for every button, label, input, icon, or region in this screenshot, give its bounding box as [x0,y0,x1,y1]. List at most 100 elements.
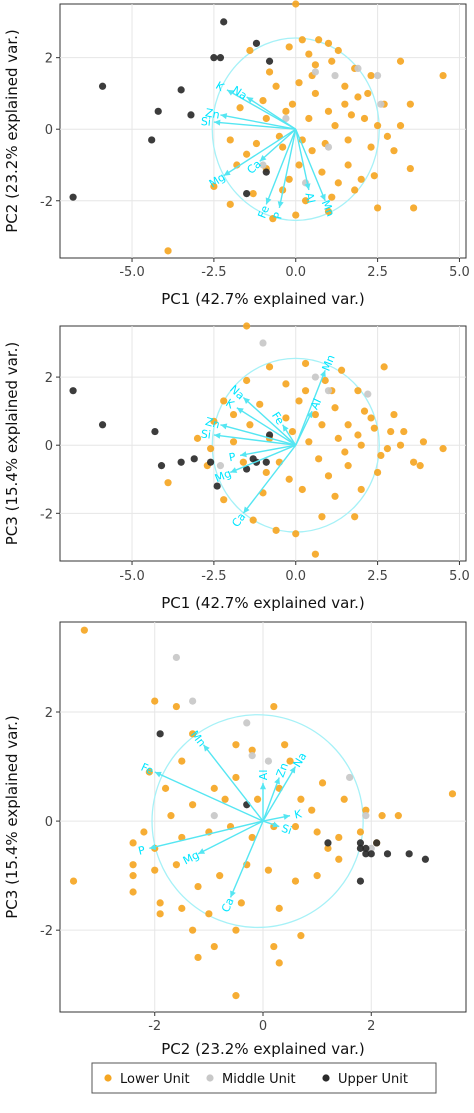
lower-unit-point [351,186,359,194]
loading-arrowhead [289,766,296,774]
y-tick-label: -2 [40,924,53,939]
lower-unit-point [275,959,283,967]
correlation-circle [211,37,380,222]
middle-unit-point [311,68,319,76]
lower-unit-point [301,197,310,205]
legend-swatch [104,1074,112,1082]
lower-unit-point [324,107,333,115]
lower-unit-point [324,39,333,47]
y-axis-label: PC2 (23.2% explained var.) [3,29,21,233]
lower-unit-point [406,164,414,173]
lower-unit-point [335,855,343,863]
lower-unit-point [354,431,362,439]
middle-unit-point [210,812,218,820]
upper-unit-point [177,86,185,94]
loading-vector [223,128,297,177]
lower-unit-point [239,458,247,466]
middle-unit-point [248,752,256,760]
middle-unit-point [377,100,385,108]
lower-unit-point [281,741,289,749]
lower-unit-point [265,363,274,371]
middle-unit-point [324,387,333,395]
lower-unit-point [145,768,153,776]
lower-unit-point [301,387,310,395]
loading-vector [197,820,264,855]
lower-unit-point [390,147,398,155]
loading-vector [226,89,297,130]
lower-unit-point [341,448,349,456]
upper-unit-point [154,107,162,115]
upper-unit-point [265,57,274,65]
legend-swatch [322,1074,330,1082]
upper-unit-point [148,136,156,144]
lower-unit-point [313,872,321,880]
lower-unit-point [272,526,280,534]
loading-arrowhead [154,771,162,778]
lower-unit-point [282,414,290,422]
lower-unit-point [410,458,418,466]
upper-unit-point [356,839,365,847]
lower-unit-point [194,953,202,962]
lower-unit-point [439,445,447,453]
lower-unit-point [315,455,323,463]
lower-unit-point [248,746,256,754]
upper-unit-point [362,844,370,852]
lower-unit-point [237,899,245,907]
loading-vector [149,820,264,850]
x-tick-label: 5.0 [449,569,470,584]
lower-unit-point [416,462,424,470]
lower-unit-point [305,50,313,58]
middle-unit-point [264,757,273,765]
lower-unit-point [272,82,280,90]
middle-unit-point [331,71,339,80]
y-tick-label: -2 [40,507,53,522]
upper-unit-point [243,465,251,473]
loading-arrowhead [272,821,280,828]
loading-vector [220,424,296,446]
lower-unit-point [243,150,251,158]
middle-unit-point [373,71,382,80]
upper-unit-point [421,855,429,863]
lower-unit-point [220,397,228,405]
lower-unit-point [178,757,186,765]
loading-vector [242,444,297,514]
lower-unit-point [341,100,349,108]
upper-unit-point [190,455,198,463]
lower-unit-point [259,96,267,105]
loading-vector [262,777,280,822]
lower-unit-point [373,122,382,130]
upper-unit-point [262,458,270,466]
lower-unit-point [377,451,385,460]
lower-unit-point [357,485,365,494]
loading-vector [213,434,296,446]
loading-vector [262,766,297,822]
upper-unit-point [383,850,392,858]
upper-unit-point [213,482,221,490]
lower-unit-point [269,215,277,223]
middle-unit-point [216,462,225,470]
upper-unit-point [373,839,381,847]
lower-unit-point [291,877,300,885]
upper-unit-point [98,82,107,90]
upper-unit-point [157,462,166,470]
legend-label: Middle Unit [222,1072,296,1087]
lower-unit-point [378,812,386,820]
lower-unit-point [292,0,300,8]
lower-unit-point [383,445,392,453]
lower-unit-point [295,161,303,169]
lower-unit-point [298,36,306,44]
loading-arrowhead [319,193,326,201]
upper-unit-point [69,193,77,201]
upper-unit-point [207,458,215,466]
lower-unit-point [318,513,326,521]
lower-unit-point [340,795,348,803]
lower-unit-point [334,434,342,442]
loading-vector [242,397,297,446]
loading-arrowhead [306,411,313,419]
middle-unit-point [243,719,251,727]
loading-vector [229,444,297,474]
lower-unit-point [167,812,175,820]
lower-unit-point [334,46,342,55]
